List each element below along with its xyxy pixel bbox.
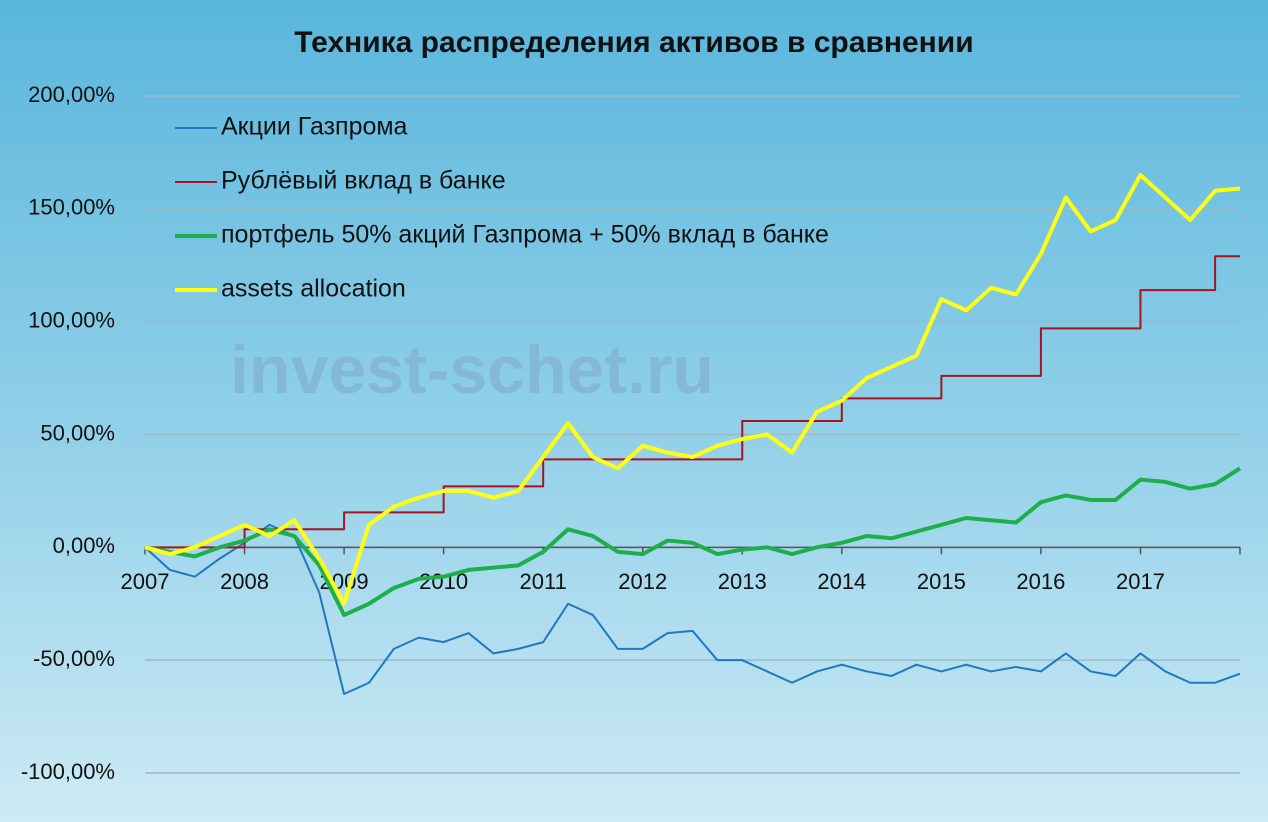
y-tick-label: 200,00% [28, 82, 115, 107]
y-tick-label: 150,00% [28, 195, 115, 220]
chart-title: Техника распределения активов в сравнени… [294, 26, 973, 59]
x-tick-label: 2013 [718, 569, 767, 594]
y-tick-label: -50,00% [33, 646, 115, 671]
x-tick-label: 2014 [817, 569, 866, 594]
y-tick-label: 0,00% [53, 533, 115, 558]
x-tick-label: 2012 [618, 569, 667, 594]
y-tick-label: 100,00% [28, 307, 115, 332]
legend-label: assets allocation [221, 275, 406, 303]
y-tick-label: -100,00% [21, 759, 115, 784]
legend-label: Акции Газпрома [221, 113, 408, 141]
legend-label: портфель 50% акций Газпрома + 50% вклад … [221, 221, 829, 249]
series-line [144, 523, 1241, 696]
legend-label: Рублёвый вклад в банке [221, 167, 506, 195]
series-line [144, 466, 1242, 618]
x-tick-label: 2011 [520, 569, 567, 594]
x-tick-label: 2008 [220, 569, 269, 594]
series-line [144, 172, 1241, 606]
y-tick-label: 50,00% [40, 420, 115, 445]
x-tick-label: 2017 [1116, 569, 1165, 594]
x-tick-label: 2016 [1016, 569, 1065, 594]
series-line [145, 255, 1240, 549]
x-tick-label: 2007 [121, 569, 170, 594]
x-tick-label: 2015 [917, 569, 966, 594]
watermark: invest-schet.ru [230, 332, 714, 408]
